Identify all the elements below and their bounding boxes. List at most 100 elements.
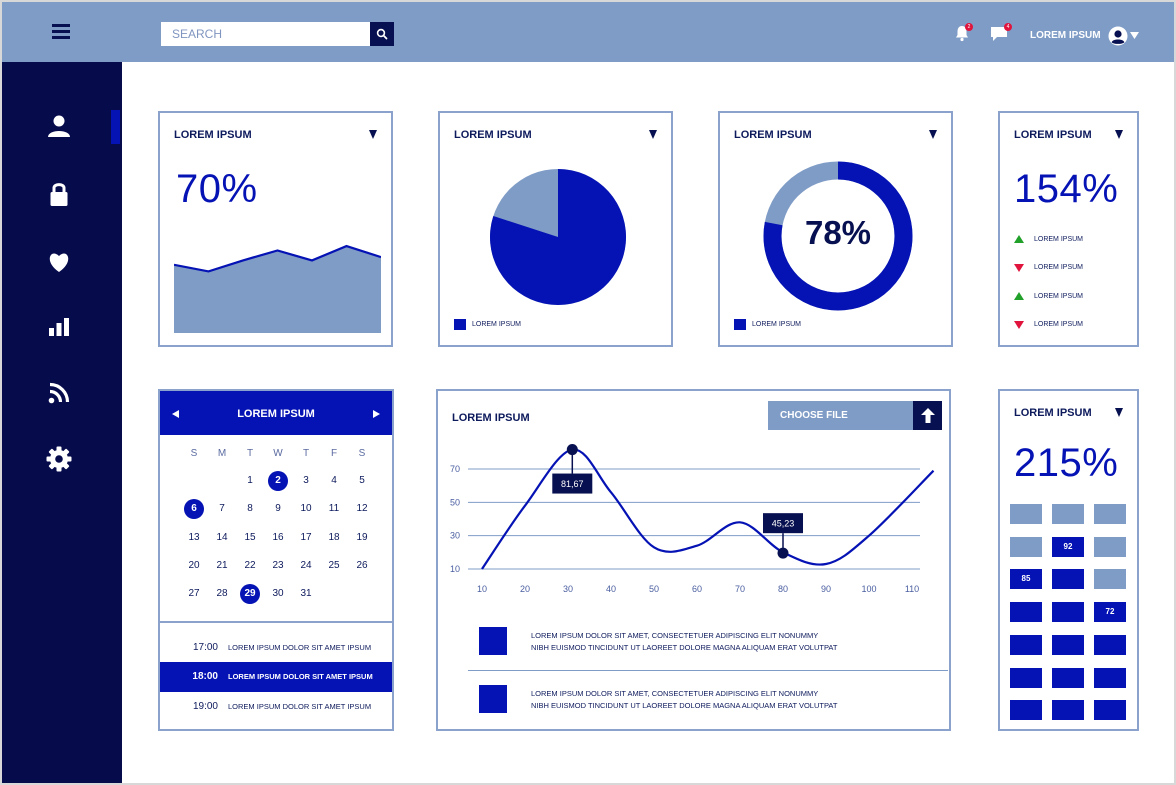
search-input[interactable] [161,22,370,46]
calendar-day[interactable]: 13 [188,531,200,543]
calendar-day[interactable]: 31 [300,588,312,600]
notifications-button[interactable]: 2 [954,23,973,47]
grid-cell [1094,667,1126,688]
calendar-day[interactable]: 19 [356,531,368,543]
heart-icon [49,253,69,272]
card-title: LOREM IPSUM [734,129,812,141]
messages-button[interactable]: 4 [990,23,1012,47]
calendar-prev-icon[interactable] [172,410,179,418]
calendar-day[interactable]: 17 [300,531,312,543]
sidebar-item-profile[interactable] [45,112,73,140]
calendar-day[interactable]: 22 [244,559,256,571]
grid-cell: 72 [1094,602,1126,623]
x-tick-label: 40 [606,584,616,594]
card-grid: LOREM IPSUM 215% 92 85 72 [998,389,1139,731]
dropdown-caret-icon[interactable] [1115,408,1123,417]
x-tick-label: 50 [649,584,659,594]
username-label[interactable]: LOREM IPSUM [1030,30,1101,41]
calendar-day[interactable]: 25 [328,559,340,571]
line-chart: 10 30 50 70 10 20 30 40 50 60 70 80 90 100 110 81,67 45,… [450,444,935,594]
schedule-time: 17:00 [192,641,218,653]
calendar-day[interactable]: 8 [247,503,253,515]
grid-cell [1052,504,1084,524]
calendar-day[interactable]: 12 [356,503,368,515]
sidebar-item-favorites[interactable] [45,248,73,276]
gear-icon [46,446,72,472]
calendar-day[interactable]: 11 [328,503,340,515]
sidebar-item-analytics[interactable] [45,313,73,341]
y-tick-label: 50 [450,497,460,507]
calendar-day[interactable]: 7 [219,503,225,515]
weekday-label: M [217,448,227,459]
calendar-day[interactable]: 4 [331,475,337,486]
calendar-day[interactable]: 15 [244,531,256,543]
calendar-day[interactable]: 18 [328,531,340,543]
card-pie: LOREM IPSUM LOREM IPSUM [438,111,673,347]
dropdown-caret-icon[interactable] [1115,130,1123,139]
dropdown-caret-icon[interactable] [649,130,657,139]
calendar-day[interactable]: 3 [303,475,309,486]
card-title: LOREM IPSUM [1014,407,1092,419]
grid-cell [1094,700,1126,721]
grid-cell [1094,634,1126,655]
search-button[interactable] [370,22,394,46]
sidebar-item-settings[interactable] [45,445,73,473]
trend-label: LOREM IPSUM [1034,235,1084,243]
schedule-item[interactable]: 19:00 LOREM IPSUM DOLOR SIT AMET IPSUM [160,691,392,721]
calendar-day[interactable]: 5 [359,475,365,486]
trend-row: LOREM IPSUM [1014,319,1083,331]
upload-button[interactable] [913,401,942,430]
calendar-day[interactable]: 9 [275,503,281,515]
schedule-item[interactable]: 17:00 LOREM IPSUM DOLOR SIT AMET IPSUM [160,632,392,662]
hamburger-menu-icon[interactable] [50,22,72,42]
trend-row: LOREM IPSUM [1014,290,1083,302]
stat-value: 70% [176,167,258,211]
card-area-stat: LOREM IPSUM 70% [158,111,393,347]
calendar-header: LOREM IPSUM [160,391,392,435]
calendar-day[interactable]: 1 [247,475,253,486]
grid-cell [1052,569,1084,590]
schedule-item[interactable]: 18:00 LOREM IPSUM DOLOR SIT AMET IPSUM [160,661,392,692]
choose-file-button[interactable]: CHOOSE FILE [768,401,942,430]
calendar-day[interactable]: 16 [272,531,284,543]
grid-cell: 85 [1010,569,1042,590]
schedule-text: LOREM IPSUM DOLOR SIT AMET IPSUM [228,642,372,652]
calendar-day-selected[interactable]: 6 [184,499,204,520]
calendar-day[interactable]: 30 [272,588,284,600]
trend-label: LOREM IPSUM [1034,264,1084,271]
calendar-day[interactable]: 21 [216,559,228,571]
calendar-day[interactable]: 14 [216,531,228,543]
calendar-day[interactable]: 27 [188,588,200,600]
chevron-down-icon[interactable] [1130,32,1139,40]
dropdown-caret-icon[interactable] [369,130,377,139]
legend-label: LOREM IPSUM [752,321,802,328]
avatar[interactable] [1108,26,1128,46]
calendar-day-selected[interactable]: 29 [240,584,260,605]
weekday-label: W [273,448,283,459]
calendar-day[interactable]: 10 [300,503,312,515]
stat-value: 215% [1014,441,1119,485]
grid-cell [1010,700,1042,721]
calendar-next-icon[interactable] [373,410,380,418]
grid-cell: 92 [1052,536,1084,557]
search-icon [376,28,388,40]
grid-cell [1010,536,1042,557]
dropdown-caret-icon[interactable] [929,130,937,139]
area-fill [174,246,381,333]
calendar-day[interactable]: 23 [272,559,284,571]
area-line [174,244,381,273]
calendar-day-selected[interactable]: 2 [268,471,288,491]
calendar-day[interactable]: 28 [216,588,228,600]
calendar-day[interactable]: 26 [356,559,368,571]
donut-value: 78% [804,214,872,251]
trend-up-icon [1014,235,1024,243]
calendar-day[interactable]: 24 [300,559,312,571]
sidebar-item-feed[interactable] [45,379,73,407]
grid-cell [1052,667,1084,688]
sidebar-item-security[interactable] [45,180,73,208]
calendar-day[interactable]: 20 [188,559,200,571]
grid-cell [1094,504,1126,524]
grid-cell [1094,569,1126,590]
data-point [777,547,789,559]
